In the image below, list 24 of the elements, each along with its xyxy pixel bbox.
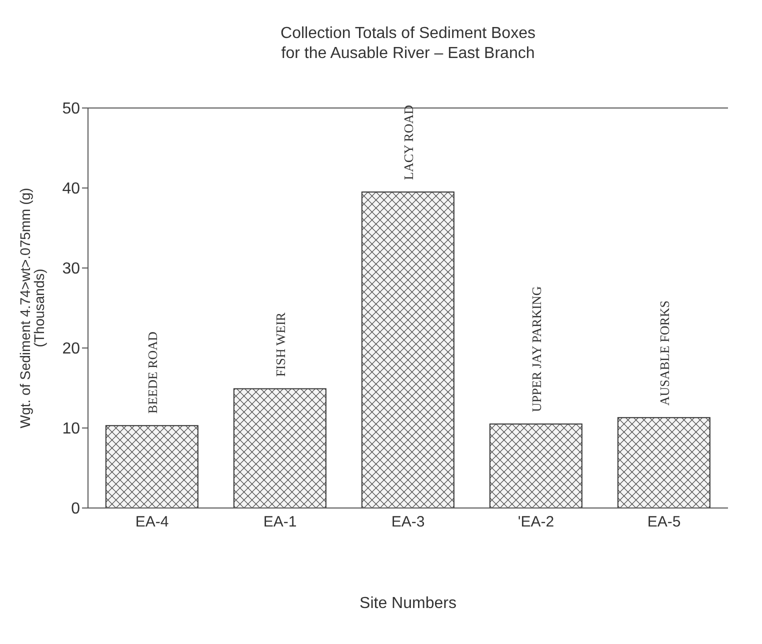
y-tick-label: 10 — [62, 420, 80, 438]
annotation: BEEDE ROAD — [145, 332, 160, 414]
x-tick-label: EA-3 — [391, 514, 425, 531]
bar — [489, 424, 582, 508]
annotation: AUSABLE FORKS — [657, 300, 672, 406]
bar — [233, 388, 326, 508]
annotation: UPPER JAY PARKING — [529, 286, 544, 412]
y-tick-label: 30 — [62, 260, 80, 278]
x-tick-label: EA-5 — [647, 514, 681, 531]
annotation: FISH WEIR — [273, 312, 288, 377]
bar — [361, 192, 454, 508]
x-tick-label: EA-4 — [135, 514, 169, 531]
y-tick-label: 50 — [62, 100, 80, 118]
bar — [105, 425, 198, 508]
y-tick-label: 0 — [71, 500, 80, 518]
chart-title: Collection Totals of Sediment Boxes for the Ausable River – East Branch — [280, 25, 536, 62]
y-axis-title: Wgt. of Sediment 4.74>wt>.075mm (g) (Thousands) — [17, 188, 47, 428]
bar — [617, 417, 710, 508]
y-tick-label: 20 — [62, 340, 80, 358]
x-tick-label: EA-1 — [263, 514, 297, 531]
y-tick-label: 40 — [62, 180, 80, 198]
x-axis-title: Site Numbers — [360, 595, 456, 612]
x-tick-label: 'EA-2 — [518, 514, 554, 531]
annotation: LACY ROAD — [401, 105, 416, 180]
